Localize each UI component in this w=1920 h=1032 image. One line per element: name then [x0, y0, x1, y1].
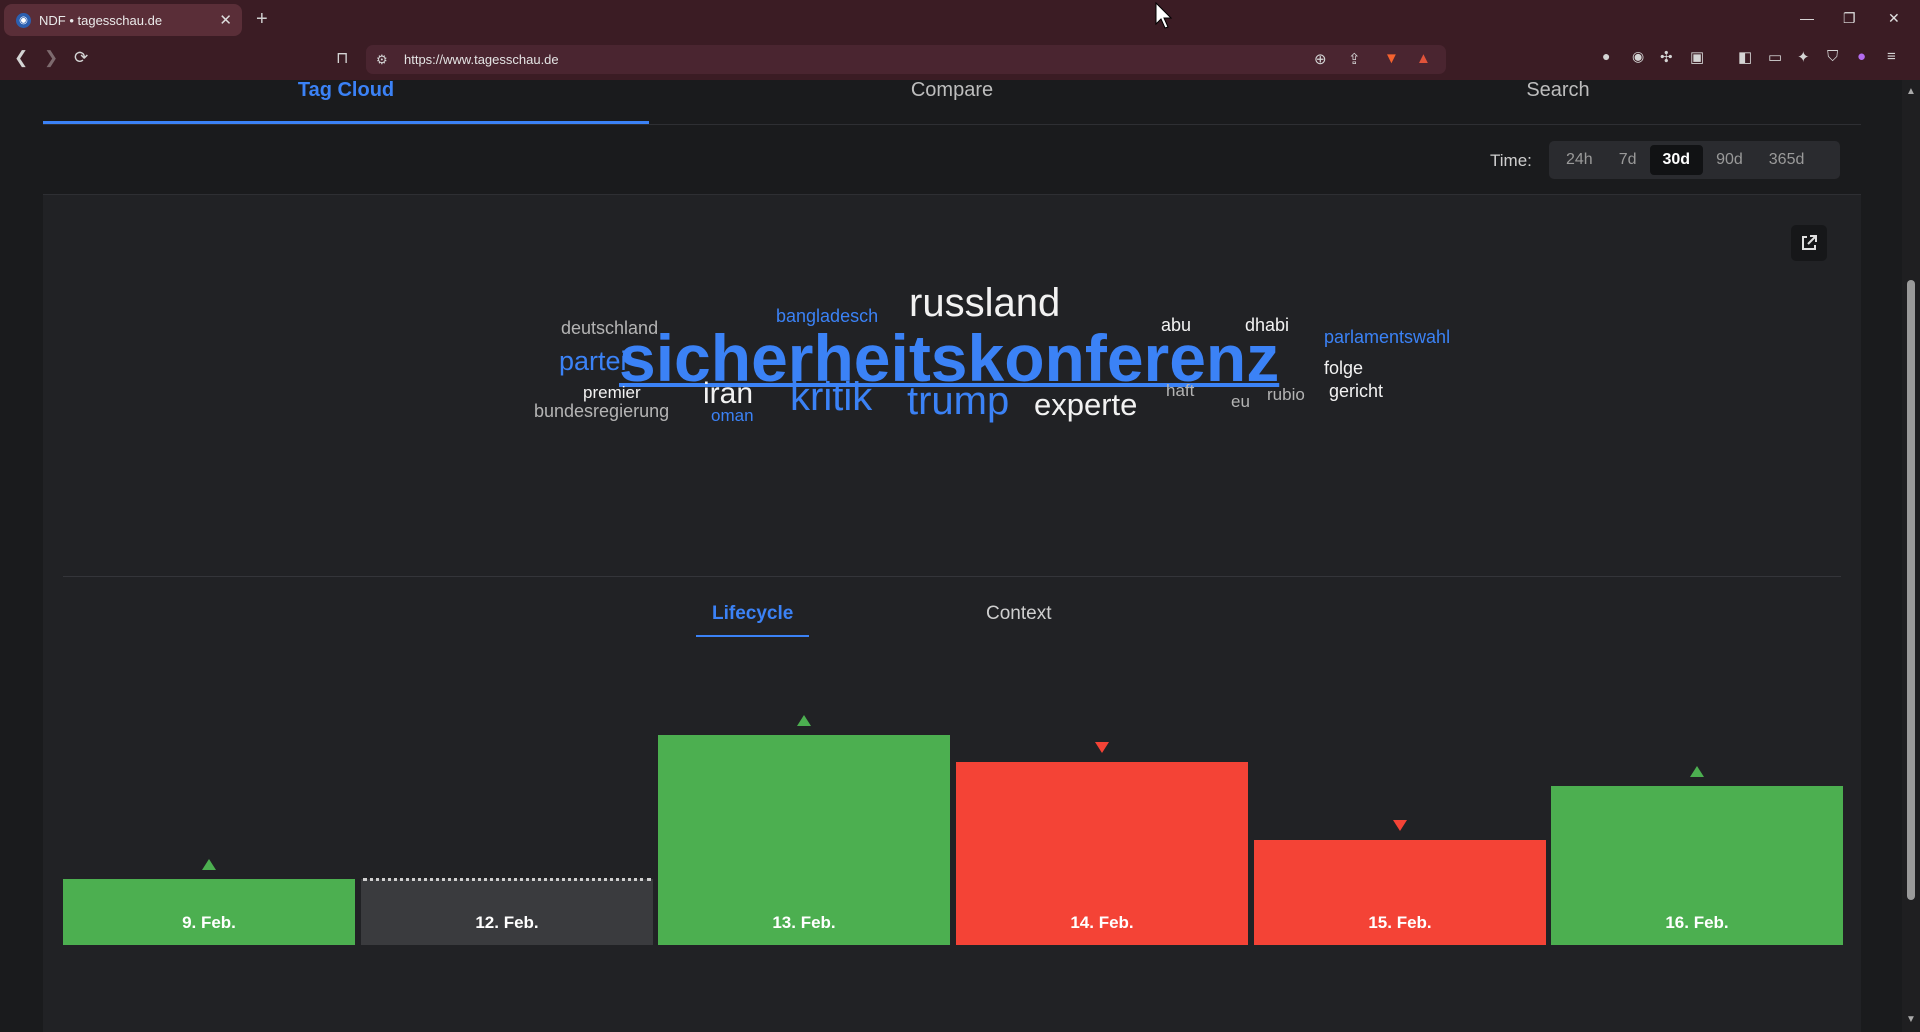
tag-experte[interactable]: experte	[1034, 387, 1138, 422]
tag-abu[interactable]: abu	[1161, 315, 1192, 335]
time-30d-button[interactable]: 30d	[1649, 145, 1704, 175]
window-close-icon[interactable]: ✕	[1888, 10, 1900, 26]
reload-icon[interactable]: ⟳	[74, 48, 89, 67]
trend-down-icon	[1094, 742, 1109, 753]
tag-cloud-panel: deutschland bangladesch russland abu dha…	[43, 195, 1861, 1032]
trend-down-icon	[1392, 820, 1407, 831]
tag-eu[interactable]: eu	[1231, 392, 1250, 411]
leo-ai-icon[interactable]: ✦	[1797, 49, 1810, 66]
tag-haft[interactable]: haft	[1166, 381, 1195, 400]
tag-deutschland[interactable]: deutschland	[561, 318, 659, 338]
bar-date-label: 16. Feb.	[1665, 913, 1729, 932]
extension-camera-icon[interactable]: ▣	[1690, 49, 1705, 66]
vpn-icon[interactable]: ⛉	[1827, 48, 1839, 65]
tag-trump[interactable]: trump	[907, 379, 1010, 423]
tab-tag-cloud[interactable]: Tag Cloud	[43, 80, 649, 124]
detail-tabs: Lifecycle Context	[43, 603, 1861, 637]
open-external-button[interactable]	[1791, 225, 1827, 261]
tag-cloud: deutschland bangladesch russland abu dha…	[43, 195, 1861, 575]
tab-search[interactable]: Search	[1526, 80, 1590, 101]
brave-rewards-icon[interactable]: ▲	[1416, 50, 1431, 67]
brave-shields-icon[interactable]: ▼	[1384, 50, 1399, 67]
bar-date-label: 12. Feb.	[475, 913, 539, 932]
tag-oman[interactable]: oman	[711, 406, 754, 425]
trend-up-icon	[796, 715, 811, 726]
browser-tab[interactable]: ◉ NDF • tagesschau.de ✕	[4, 4, 242, 36]
lifecycle-bar[interactable]: 12. Feb.	[361, 879, 653, 945]
back-icon[interactable]: ❮	[14, 48, 29, 67]
browser-toolbar: ❮ ❯ ⟳ ⊓ ⚙ https://www.tagesschau.de ⊕ ⇪ …	[0, 40, 1920, 80]
tag-dhabi[interactable]: dhabi	[1245, 315, 1290, 335]
profile-icon[interactable]: ●	[1857, 48, 1867, 65]
lifecycle-bar[interactable]: 14. Feb.	[956, 762, 1248, 945]
time-7d-button[interactable]: 7d	[1618, 151, 1637, 168]
page-content: Tag Cloud Compare Search Time: 24h 7d 30…	[0, 80, 1902, 1032]
extension-dot-icon[interactable]: ●	[1602, 48, 1611, 64]
tab-compare[interactable]: Compare	[910, 80, 994, 101]
extensions-puzzle-icon[interactable]: ✣	[1660, 49, 1673, 66]
close-tab-icon[interactable]: ✕	[219, 12, 232, 29]
url-text: https://www.tagesschau.de	[404, 52, 559, 67]
bar-date-label: 14. Feb.	[1070, 913, 1134, 932]
tag-sicherheitskonferenz[interactable]: sicherheitskonferenz	[619, 321, 1280, 395]
share-icon[interactable]: ⇪	[1348, 51, 1361, 68]
sidebar-icon[interactable]: ◧	[1738, 49, 1753, 66]
trend-up-icon	[201, 859, 216, 870]
scroll-up-icon[interactable]: ▲	[1906, 86, 1916, 97]
scroll-down-icon[interactable]: ▼	[1906, 1014, 1916, 1025]
time-range-selector: 24h 7d 30d 90d 365d	[1549, 141, 1840, 179]
lifecycle-bar[interactable]: 9. Feb.	[63, 879, 355, 945]
wallet-icon[interactable]: ▭	[1768, 49, 1783, 66]
tab-lifecycle[interactable]: Lifecycle	[696, 603, 810, 637]
tag-bangladesch[interactable]: bangladesch	[776, 306, 879, 326]
tab-title: NDF • tagesschau.de	[39, 12, 163, 28]
tag-gericht[interactable]: gericht	[1329, 381, 1384, 401]
bar-date-label: 13. Feb.	[772, 913, 836, 932]
lifecycle-chart: 9. Feb. 12. Feb. 13. Feb. 14. Feb. 15. Feb. 1…	[63, 645, 1843, 945]
site-info-icon[interactable]: ⚙	[376, 52, 388, 67]
restore-icon[interactable]: ❐	[1843, 10, 1856, 26]
lifecycle-bar[interactable]: 15. Feb.	[1254, 840, 1546, 945]
main-tabs: Tag Cloud Compare Search	[43, 80, 1861, 125]
tag-iran[interactable]: iran	[703, 377, 754, 410]
time-90d-button[interactable]: 90d	[1716, 151, 1743, 168]
time-24h-button[interactable]: 24h	[1566, 151, 1593, 168]
time-365d-button[interactable]: 365d	[1768, 151, 1805, 168]
section-divider	[63, 576, 1841, 577]
tag-folge[interactable]: folge	[1324, 358, 1364, 378]
no-data-dotted-line	[363, 878, 651, 881]
tag-bundesregierung[interactable]: bundesregierung	[534, 401, 670, 421]
time-filter-row: Time: 24h 7d 30d 90d 365d	[43, 124, 1861, 195]
tag-parlamentswahl[interactable]: parlamentswahl	[1324, 327, 1451, 347]
address-bar[interactable]: ⚙ https://www.tagesschau.de ⊕ ⇪ ▼ ▲	[366, 45, 1446, 74]
bar-date-label: 9. Feb.	[182, 913, 236, 932]
tagesschau-favicon-icon: ◉	[16, 12, 31, 28]
lifecycle-bar[interactable]: 16. Feb.	[1551, 786, 1843, 945]
tag-kritik[interactable]: kritik	[790, 375, 873, 419]
forward-icon[interactable]: ❯	[44, 48, 59, 67]
extension-record-icon[interactable]: ◉	[1632, 48, 1645, 64]
bar-date-label: 15. Feb.	[1368, 913, 1432, 932]
external-link-icon	[1802, 235, 1817, 250]
tag-partei[interactable]: partei	[559, 346, 627, 376]
menu-icon[interactable]: ≡	[1887, 48, 1896, 65]
trend-up-icon	[1689, 766, 1704, 777]
lifecycle-bar[interactable]: 13. Feb.	[658, 735, 950, 945]
zoom-icon[interactable]: ⊕	[1314, 51, 1327, 68]
tab-context[interactable]: Context	[986, 603, 1052, 624]
page-scrollbar[interactable]: ▲ ▼	[1902, 80, 1920, 1032]
mouse-cursor-icon	[1155, 2, 1173, 29]
tag-premier[interactable]: premier	[583, 383, 641, 402]
minimize-icon[interactable]: —	[1800, 10, 1814, 26]
bookmark-icon[interactable]: ⊓	[336, 50, 349, 67]
new-tab-icon[interactable]: +	[256, 8, 268, 30]
time-label: Time:	[1490, 151, 1532, 170]
browser-tab-strip: ◉ NDF • tagesschau.de ✕ + — ❐ ✕	[0, 0, 1920, 40]
scrollbar-thumb[interactable]	[1907, 280, 1915, 900]
tag-russland[interactable]: russland	[909, 281, 1061, 325]
tag-rubio[interactable]: rubio	[1267, 385, 1305, 404]
